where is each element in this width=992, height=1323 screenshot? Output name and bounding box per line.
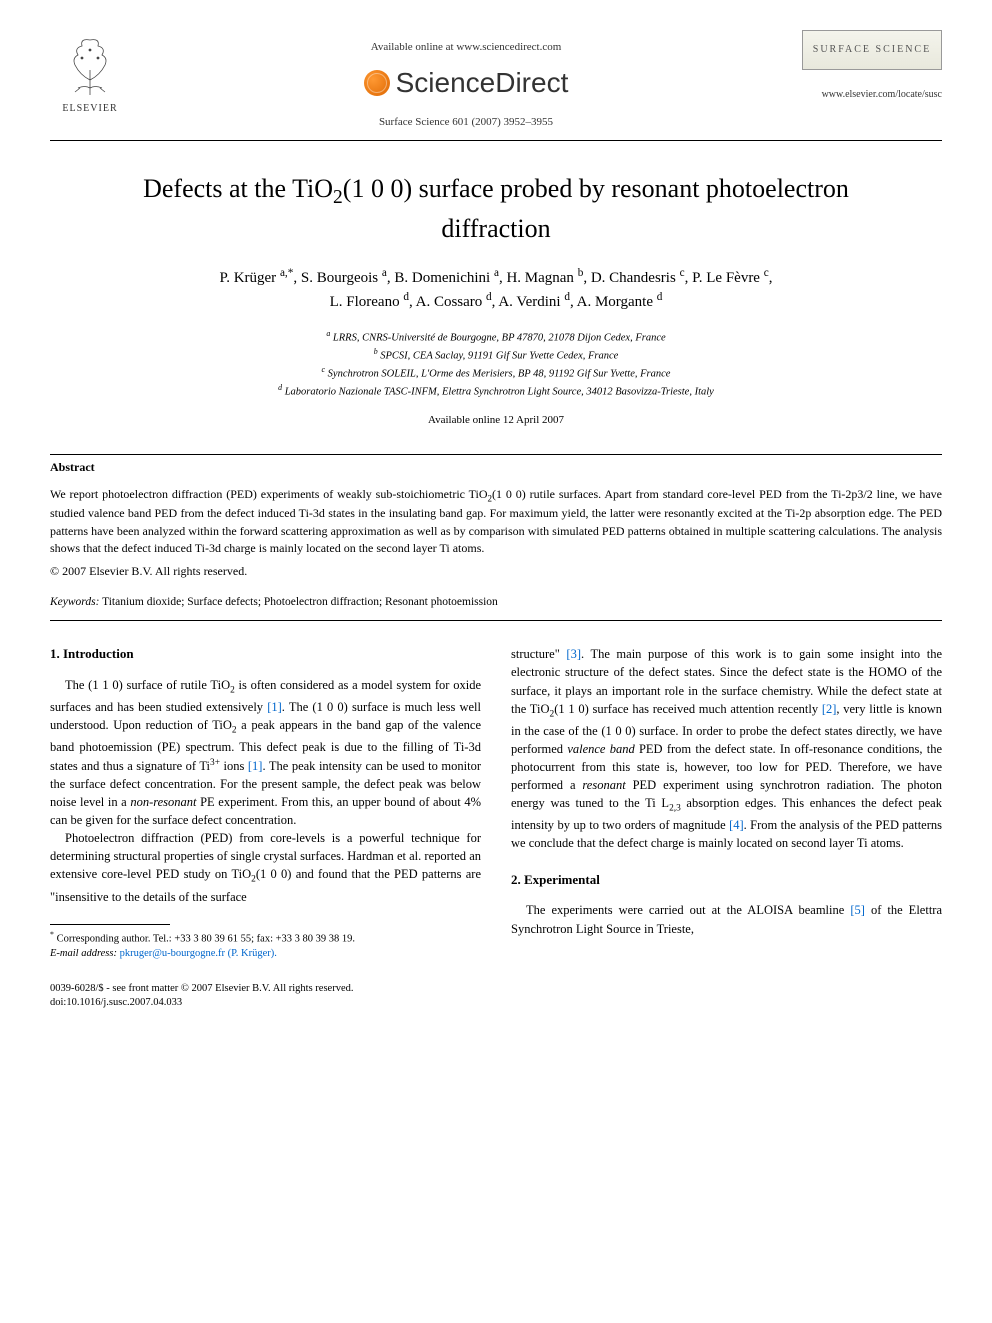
- abstract-label: Abstract: [50, 459, 942, 476]
- footer-left: 0039-6028/$ - see front matter © 2007 El…: [50, 982, 353, 1011]
- title-sub: 2: [333, 187, 343, 208]
- publisher-logo: ELSEVIER: [50, 30, 130, 116]
- keywords-line: Keywords: Titanium dioxide; Surface defe…: [50, 594, 942, 610]
- footer-frontmatter: 0039-6028/$ - see front matter © 2007 El…: [50, 982, 353, 997]
- corresponding-author-footnote: * Corresponding author. Tel.: +33 3 80 3…: [50, 929, 481, 962]
- affiliation-b: b SPCSI, CEA Saclay, 91191 Gif Sur Yvett…: [50, 346, 942, 364]
- header-center: Available online at www.sciencedirect.co…: [130, 30, 802, 130]
- abstract-text: We report photoelectron diffraction (PED…: [50, 486, 942, 558]
- ref-link-1b[interactable]: [1]: [248, 759, 263, 773]
- affiliations: a LRRS, CNRS-Université de Bourgogne, BP…: [50, 328, 942, 401]
- affiliation-d: d Laboratorio Nazionale TASC-INFM, Elett…: [50, 382, 942, 400]
- ref-link-4[interactable]: [4]: [729, 818, 744, 832]
- footer-doi: doi:10.1016/j.susc.2007.04.033: [50, 996, 353, 1011]
- journal-reference: Surface Science 601 (2007) 3952–3955: [130, 115, 802, 130]
- author-list: P. Krüger a,*, S. Bourgeois a, B. Domeni…: [80, 265, 912, 314]
- journal-cover-box: SURFACE SCIENCE: [802, 30, 942, 70]
- ref-link-2[interactable]: [2]: [822, 702, 837, 716]
- exp-para-1: The experiments were carried out at the …: [511, 901, 942, 937]
- intro-para-1: The (1 1 0) surface of rutile TiO2 is of…: [50, 676, 481, 829]
- journal-url[interactable]: www.elsevier.com/locate/susc: [802, 88, 942, 102]
- available-online-text: Available online at www.sciencedirect.co…: [130, 40, 802, 55]
- intro-para-2-cont: structure" [3]. The main purpose of this…: [511, 645, 942, 852]
- affiliation-c: c Synchrotron SOLEIL, L'Orme des Merisie…: [50, 364, 942, 382]
- ref-link-5[interactable]: [5]: [850, 903, 865, 917]
- intro-para-2: Photoelectron diffraction (PED) from cor…: [50, 829, 481, 905]
- title-pre: Defects at the TiO: [143, 174, 333, 203]
- copyright-line: © 2007 Elsevier B.V. All rights reserved…: [50, 563, 942, 580]
- abstract-rule-top: [50, 454, 942, 455]
- page-footer: 0039-6028/$ - see front matter © 2007 El…: [50, 982, 942, 1011]
- email-link[interactable]: pkruger@u-bourgogne.fr (P. Krüger).: [117, 948, 277, 959]
- elsevier-tree-icon: [60, 30, 120, 100]
- column-right: structure" [3]. The main purpose of this…: [511, 645, 942, 961]
- ref-link-1[interactable]: [1]: [267, 700, 282, 714]
- column-left: 1. Introduction The (1 1 0) surface of r…: [50, 645, 481, 961]
- sciencedirect-icon: [364, 70, 390, 96]
- header-rule: [50, 140, 942, 141]
- body-columns: 1. Introduction The (1 1 0) surface of r…: [50, 645, 942, 961]
- footnote-separator: [50, 924, 170, 925]
- ref-link-3[interactable]: [3]: [566, 647, 581, 661]
- platform-wordmark: ScienceDirect: [130, 63, 802, 102]
- footnote-corr: * Corresponding author. Tel.: +33 3 80 3…: [50, 929, 481, 947]
- available-date: Available online 12 April 2007: [50, 413, 942, 428]
- publisher-name: ELSEVIER: [62, 102, 117, 116]
- platform-name: ScienceDirect: [396, 63, 569, 102]
- article-title: Defects at the TiO2(1 0 0) surface probe…: [90, 171, 902, 247]
- intro-heading: 1. Introduction: [50, 645, 481, 664]
- footnote-email: E-mail address: pkruger@u-bourgogne.fr (…: [50, 947, 481, 962]
- page-header: ELSEVIER Available online at www.science…: [50, 30, 942, 130]
- title-post: (1 0 0) surface probed by resonant photo…: [343, 174, 849, 244]
- keywords-label: Keywords:: [50, 596, 99, 608]
- abstract-rule-bottom: [50, 620, 942, 621]
- experimental-heading: 2. Experimental: [511, 871, 942, 890]
- keywords-text: Titanium dioxide; Surface defects; Photo…: [99, 596, 497, 608]
- affiliation-a: a LRRS, CNRS-Université de Bourgogne, BP…: [50, 328, 942, 346]
- journal-sidebar: SURFACE SCIENCE www.elsevier.com/locate/…: [802, 30, 942, 102]
